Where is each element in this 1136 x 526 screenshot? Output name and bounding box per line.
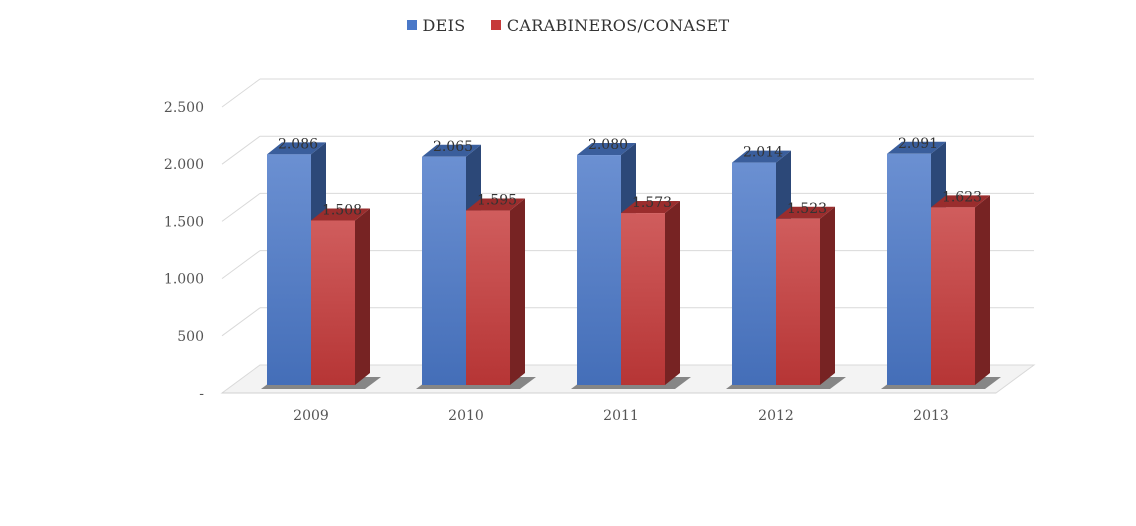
bar-top <box>887 141 946 154</box>
bar-top <box>422 144 481 157</box>
legend-swatch-deis <box>406 20 417 30</box>
legend: DEIS CARABINEROS/CONASET <box>0 16 1136 35</box>
x-tick-label: 2009 <box>293 408 329 424</box>
bar <box>422 156 466 385</box>
data-label: 2.014 <box>743 145 783 161</box>
y-tick-label: 500 <box>177 329 204 345</box>
bar-top <box>267 142 326 155</box>
bar <box>931 207 975 385</box>
gridline-connector <box>221 250 261 280</box>
bar-top <box>577 143 636 156</box>
y-tick-label: 1.000 <box>164 272 204 288</box>
legend-label-carabineros: CARABINEROS/CONASET <box>506 16 730 35</box>
x-tick-label: 2010 <box>448 408 484 424</box>
data-label: 1.508 <box>322 202 362 218</box>
bar-top <box>311 208 370 221</box>
bar <box>577 155 621 385</box>
y-tick-label: - <box>199 386 204 402</box>
bar-top <box>931 195 990 208</box>
bar <box>311 220 355 385</box>
legend-label-deis: DEIS <box>422 16 466 35</box>
data-label: 2.091 <box>898 136 938 152</box>
bar-top <box>621 201 680 214</box>
bar-side <box>510 198 525 385</box>
bar-top <box>732 150 791 163</box>
x-tick-label: 2013 <box>913 408 949 424</box>
data-label: 1.595 <box>477 193 517 209</box>
y-tick-label: 1.500 <box>164 214 204 230</box>
y-tick-label: 2.000 <box>164 157 204 173</box>
gridline-connector <box>221 135 261 165</box>
bar-side <box>355 208 370 385</box>
bar-side <box>820 206 835 385</box>
y-tick-label: 2.500 <box>164 100 204 116</box>
bar <box>267 154 311 385</box>
data-label: 1.623 <box>942 189 982 205</box>
bar-top <box>776 206 835 219</box>
gridline-connector <box>221 78 261 108</box>
x-tick-label: 2012 <box>758 408 794 424</box>
legend-swatch-carabineros <box>490 20 501 30</box>
legend-item-deis: DEIS <box>406 16 466 35</box>
bar <box>621 213 665 385</box>
x-tick-label: 2011 <box>603 408 639 424</box>
bar <box>732 162 776 385</box>
bar <box>887 153 931 385</box>
gridline-connector <box>221 192 261 222</box>
data-label: 2.065 <box>433 139 473 155</box>
gridline-connector <box>221 307 261 337</box>
data-label: 2.080 <box>588 137 628 153</box>
data-label: 1.573 <box>632 195 672 211</box>
data-label: 1.523 <box>787 201 827 217</box>
legend-item-carabineros: CARABINEROS/CONASET <box>490 16 730 35</box>
bar <box>776 218 820 385</box>
bar-side <box>975 195 990 385</box>
data-label: 2.086 <box>278 136 318 152</box>
bar-side <box>665 201 680 385</box>
bar <box>466 210 510 385</box>
bar-top <box>466 198 525 211</box>
